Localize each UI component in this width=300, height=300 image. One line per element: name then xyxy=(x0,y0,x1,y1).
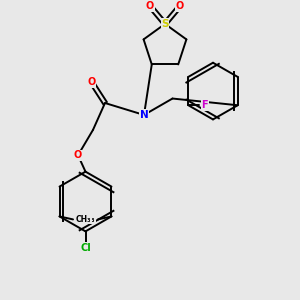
Text: O: O xyxy=(87,77,96,87)
Text: CH₃: CH₃ xyxy=(76,215,92,224)
Text: O: O xyxy=(146,1,154,11)
Text: F: F xyxy=(202,100,208,110)
Text: O: O xyxy=(176,1,184,11)
Text: Cl: Cl xyxy=(80,243,91,253)
Text: N: N xyxy=(140,110,148,120)
Text: O: O xyxy=(74,150,82,160)
Text: CH₃: CH₃ xyxy=(80,215,95,224)
Text: S: S xyxy=(161,19,169,29)
